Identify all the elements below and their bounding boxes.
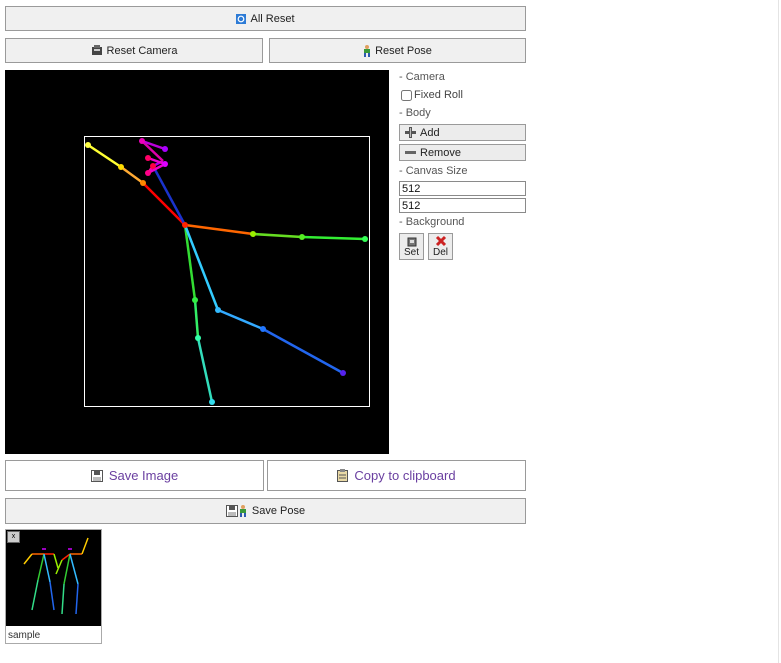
body-section-title: - Body — [399, 107, 431, 119]
all-reset-button[interactable]: All Reset — [5, 6, 526, 31]
joint-relbow[interactable] — [118, 164, 124, 170]
clipboard-icon — [337, 469, 349, 482]
limb-rshin — [196, 337, 214, 403]
thumbnail-close-button[interactable]: x — [7, 531, 20, 543]
joint-face[interactable] — [145, 155, 151, 161]
save-pose-button[interactable]: Save Pose — [5, 498, 526, 524]
limb-lupperarm — [252, 232, 303, 239]
limb-face-mid — [147, 156, 166, 166]
reset-camera-label: Reset Camera — [106, 44, 178, 57]
camera-icon — [91, 45, 103, 56]
image-icon — [407, 237, 417, 247]
all-reset-label: All Reset — [250, 12, 295, 25]
limb-neck-rshoulder — [142, 182, 186, 226]
joint-lelbow[interactable] — [299, 234, 305, 240]
reset-icon — [236, 13, 247, 24]
canvas-frame — [84, 136, 370, 407]
joint-lshoulder[interactable] — [250, 231, 256, 237]
person-icon — [363, 44, 371, 57]
camera-section-title: - Camera — [399, 71, 445, 83]
joint-rear[interactable] — [162, 146, 168, 152]
limb-lhip — [183, 224, 220, 311]
joint-rwrist[interactable] — [85, 142, 91, 148]
remove-body-label: Remove — [420, 146, 461, 159]
fixed-roll-checkbox[interactable] — [401, 89, 412, 101]
joint-lknee[interactable] — [260, 326, 266, 332]
canvas-height-input[interactable] — [399, 198, 526, 213]
limb-rforearm — [87, 143, 122, 169]
set-background-label: Set — [403, 247, 419, 258]
pose-skeleton — [84, 136, 370, 407]
limb-lforearm — [301, 235, 366, 241]
joint-leye[interactable] — [145, 170, 151, 176]
limb-reye-rear — [141, 140, 164, 162]
joint-lhip[interactable] — [215, 307, 221, 313]
limb-neck-nose — [151, 165, 187, 226]
remove-body-button[interactable]: Remove — [399, 144, 526, 161]
limb-lthigh — [217, 308, 264, 331]
reset-pose-button[interactable]: Reset Pose — [269, 38, 526, 63]
copy-clipboard-button[interactable]: Copy to clipboard — [267, 460, 526, 491]
joint-lankle[interactable] — [340, 370, 346, 376]
save-image-button[interactable]: Save Image — [5, 460, 264, 491]
limb-neck-lshoulder — [184, 223, 254, 236]
plus-icon — [405, 127, 416, 138]
limb-lshin — [262, 327, 344, 375]
joint-rhip[interactable] — [192, 297, 198, 303]
add-body-label: Add — [420, 126, 440, 139]
window-edge — [778, 0, 779, 663]
floppy-icon — [90, 469, 103, 482]
joint-nose[interactable] — [150, 163, 156, 169]
saved-pose-preview — [6, 530, 101, 626]
delete-background-label: Del — [432, 247, 448, 258]
limb-rear-top — [141, 139, 166, 151]
save-pose-label: Save Pose — [251, 505, 306, 517]
canvas-width-input[interactable] — [399, 181, 526, 196]
limb-rthigh — [193, 299, 200, 339]
background-section-title: - Background — [399, 216, 465, 228]
set-background-button[interactable]: Set — [399, 233, 424, 260]
limb-leye-lear — [147, 162, 166, 175]
delete-x-icon — [435, 235, 447, 247]
copy-clipboard-label: Copy to clipboard — [354, 468, 456, 483]
minus-icon — [405, 150, 416, 155]
pose-canvas[interactable] — [5, 70, 389, 454]
joint-lwrist[interactable] — [362, 236, 368, 242]
joint-rshoulder[interactable] — [140, 180, 146, 186]
joint-reye[interactable] — [139, 138, 145, 144]
joint-neck[interactable] — [182, 222, 188, 228]
joint-rankle[interactable] — [209, 399, 215, 405]
delete-background-button[interactable]: Del — [428, 233, 453, 260]
floppy-person-icon — [225, 505, 248, 517]
fixed-roll-row[interactable]: Fixed Roll — [399, 89, 463, 101]
canvas-size-section-title: - Canvas Size — [399, 165, 468, 177]
thumbnail-caption: sample — [8, 630, 41, 641]
reset-camera-button[interactable]: Reset Camera — [5, 38, 263, 63]
limb-rupperarm — [120, 165, 144, 185]
reset-pose-label: Reset Pose — [375, 44, 432, 57]
save-image-label: Save Image — [108, 468, 179, 483]
joint-lear[interactable] — [162, 161, 168, 167]
add-body-button[interactable]: Add — [399, 124, 526, 141]
fixed-roll-label: Fixed Roll — [414, 89, 463, 101]
saved-pose-thumbnail[interactable]: x sample — [5, 529, 102, 644]
limb-rhip — [183, 224, 197, 301]
joint-rknee[interactable] — [195, 335, 201, 341]
